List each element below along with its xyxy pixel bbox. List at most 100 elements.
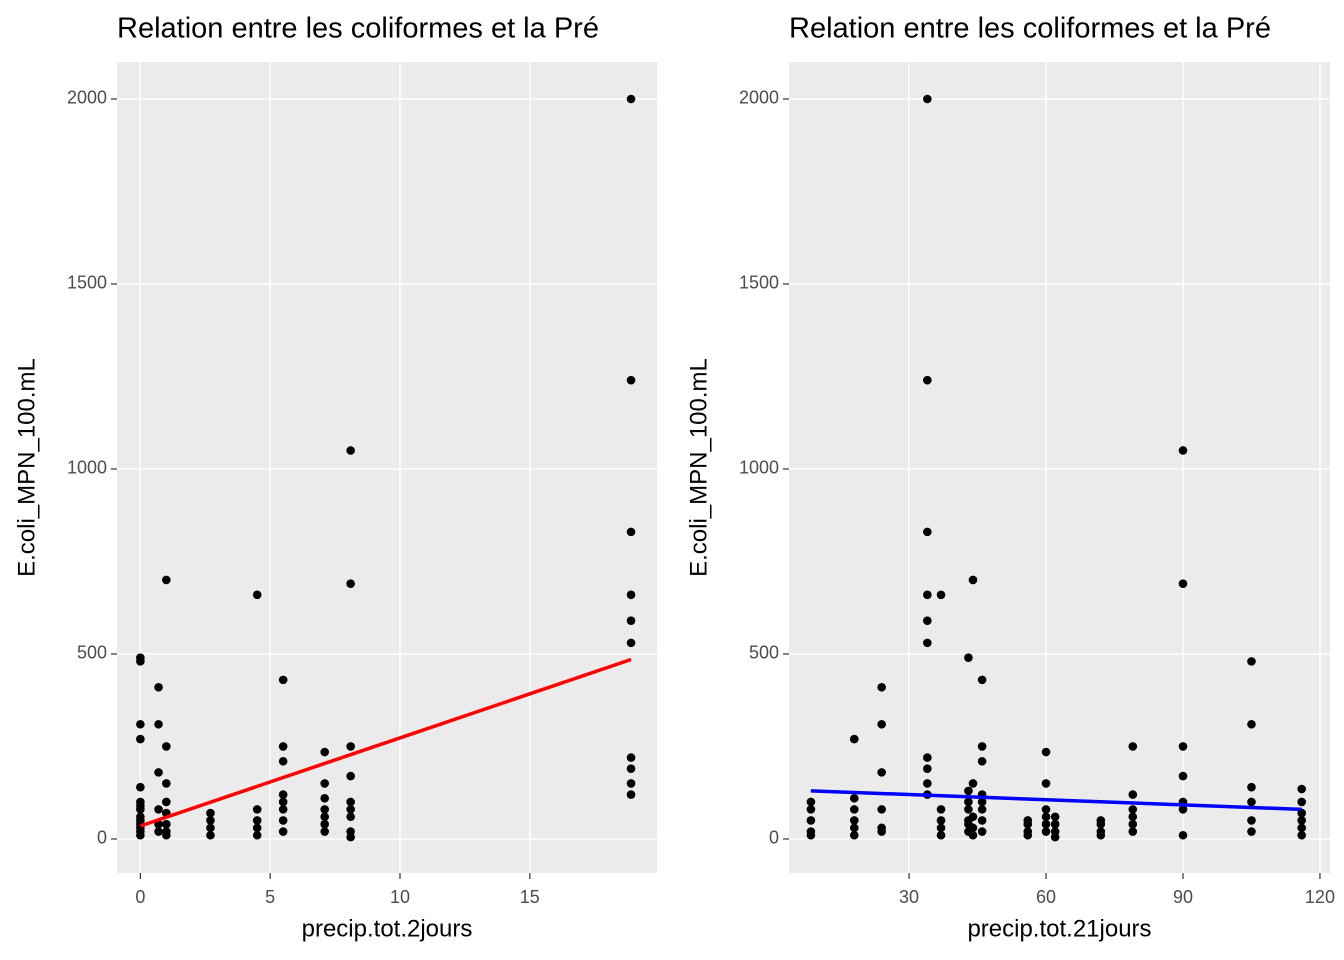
point	[1247, 816, 1256, 825]
point	[154, 682, 163, 692]
point	[1247, 782, 1256, 792]
point	[626, 779, 636, 788]
point	[977, 805, 987, 814]
point	[162, 575, 171, 585]
point	[154, 805, 163, 814]
point	[1178, 771, 1188, 781]
x-tick-label: 60	[1036, 887, 1056, 907]
point	[162, 779, 171, 788]
point	[936, 823, 946, 833]
point	[136, 657, 145, 666]
point	[968, 779, 978, 788]
point	[320, 779, 329, 788]
point	[806, 830, 816, 840]
point	[923, 527, 932, 537]
point	[1247, 827, 1256, 836]
point	[849, 793, 859, 803]
point	[346, 742, 355, 751]
x-tick-label: 15	[520, 887, 540, 907]
point	[877, 805, 886, 814]
fit-line	[139, 657, 632, 828]
point	[1050, 832, 1060, 842]
point	[626, 764, 636, 773]
point	[923, 764, 932, 773]
point	[1178, 579, 1188, 588]
chart-title: Relation entre les coliformes et la Pré	[789, 13, 1271, 45]
point	[320, 805, 329, 814]
point	[136, 805, 145, 814]
point	[968, 830, 978, 840]
point	[964, 797, 973, 807]
point	[877, 719, 886, 729]
point	[977, 827, 987, 836]
point	[849, 816, 859, 825]
point	[877, 768, 886, 777]
point	[849, 830, 859, 840]
point	[977, 675, 987, 685]
point	[923, 638, 932, 648]
point	[206, 823, 215, 833]
point	[977, 816, 987, 825]
point	[964, 786, 973, 796]
point	[626, 94, 636, 104]
plot-background	[789, 62, 1330, 873]
point	[278, 827, 288, 836]
plot-background	[117, 62, 657, 873]
x-tick-label: 120	[1305, 887, 1335, 907]
point	[346, 579, 355, 588]
point	[968, 812, 978, 822]
y-tick-label: 500	[77, 643, 107, 663]
point	[320, 793, 329, 803]
point	[936, 805, 946, 814]
point	[1041, 812, 1051, 822]
point	[626, 638, 636, 648]
y-axis-title: E.coli_MPN_100.mL	[685, 358, 712, 577]
point	[923, 590, 932, 600]
point	[1247, 657, 1256, 666]
point	[1128, 790, 1138, 799]
point	[1096, 819, 1106, 829]
y-tick-label: 2000	[67, 88, 107, 108]
x-axis-title: precip.tot.2jours	[302, 915, 473, 942]
point	[849, 823, 859, 833]
point	[923, 375, 932, 385]
point	[936, 816, 946, 825]
point	[1023, 819, 1033, 829]
point	[923, 779, 932, 788]
point	[977, 797, 987, 807]
point	[154, 768, 163, 777]
point	[320, 819, 329, 829]
point	[346, 446, 355, 455]
panel: Relation entre les coliformes et la Pré 0…	[13, 13, 657, 942]
point	[278, 742, 288, 751]
y-tick-label: 2000	[739, 88, 779, 108]
point	[968, 823, 978, 833]
point	[252, 830, 262, 840]
x-tick-label: 90	[1173, 887, 1193, 907]
point	[806, 797, 816, 807]
point	[1128, 805, 1138, 814]
point	[1128, 819, 1138, 829]
point	[977, 742, 987, 751]
point	[849, 734, 859, 744]
x-tick-label: 0	[135, 887, 145, 907]
point	[136, 734, 145, 744]
point	[136, 782, 145, 792]
point	[964, 653, 973, 662]
point	[252, 590, 262, 600]
point	[346, 771, 355, 781]
point	[977, 756, 987, 766]
point	[154, 719, 163, 729]
point	[346, 812, 355, 822]
point	[1041, 827, 1051, 836]
point	[964, 805, 973, 814]
point	[162, 742, 171, 751]
point	[626, 753, 636, 762]
point	[1247, 719, 1256, 729]
point	[1128, 812, 1138, 822]
x-axis-title: precip.tot.21jours	[967, 915, 1151, 942]
point	[1178, 742, 1188, 751]
point	[346, 805, 355, 814]
y-tick-label: 0	[97, 828, 107, 848]
